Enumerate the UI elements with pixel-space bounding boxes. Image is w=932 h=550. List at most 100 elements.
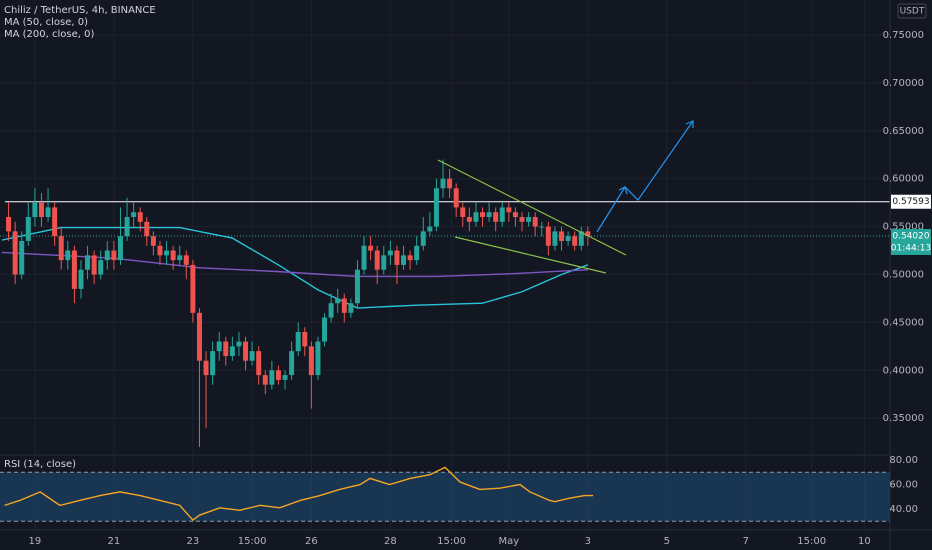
- last-price-box: [891, 228, 931, 255]
- candle-body: [12, 231, 18, 275]
- projection-arrow: [596, 120, 694, 233]
- candle-body: [381, 255, 387, 270]
- candle-body: [262, 375, 268, 385]
- candle-body: [196, 312, 202, 361]
- countdown: 01:44:13: [891, 243, 931, 253]
- x-tick-label: 15:00: [437, 536, 466, 547]
- x-tick-label: 3: [585, 536, 591, 547]
- candle-body: [164, 250, 170, 256]
- candle-body: [420, 231, 426, 246]
- x-tick-label: 10: [858, 536, 871, 547]
- candle-body: [91, 255, 97, 275]
- currency-box: [897, 3, 927, 19]
- candle-body: [78, 269, 84, 289]
- y-tick-label: 0.75000: [883, 30, 924, 41]
- candle-body: [466, 217, 472, 222]
- candle-body: [407, 255, 413, 261]
- y-tick-label: 0.50000: [883, 269, 924, 280]
- candle-body: [460, 207, 466, 218]
- candle-body: [117, 236, 123, 261]
- x-tick-label: May: [499, 536, 520, 547]
- chart-title: Chiliz / TetherUS, 4h, BINANCE: [4, 5, 156, 16]
- candle-body: [6, 217, 12, 232]
- x-tick-label: 28: [384, 536, 397, 547]
- candle-body: [335, 298, 341, 304]
- candle-body: [493, 212, 499, 222]
- candle-body: [328, 303, 334, 318]
- candle-body: [32, 202, 38, 218]
- candle-body: [499, 207, 505, 222]
- candle-body: [480, 212, 486, 218]
- moving-average: [1, 226, 589, 309]
- candle-body: [111, 250, 117, 261]
- candle-body: [519, 217, 525, 222]
- candle-body: [486, 212, 492, 218]
- candle-body: [387, 250, 393, 256]
- candle-body: [45, 207, 51, 218]
- y-tick-label: 0.40000: [883, 365, 924, 376]
- candle-body: [473, 212, 479, 222]
- candle-body: [282, 375, 288, 380]
- candle-body: [25, 217, 31, 241]
- candle-body: [322, 317, 328, 342]
- candle-body: [532, 217, 538, 227]
- candle-body: [354, 269, 360, 304]
- candle-body: [401, 255, 407, 265]
- currency: USDT: [900, 7, 925, 17]
- moving-average: [1, 251, 588, 278]
- candle-body: [315, 341, 321, 376]
- candle-body: [229, 346, 235, 356]
- triangle-lower: [454, 236, 607, 274]
- x-tick-label: 21: [108, 536, 121, 547]
- candle-body: [453, 188, 459, 208]
- candle-body: [223, 341, 229, 356]
- y-tick-label: 60.00: [889, 480, 918, 491]
- candle-body: [539, 226, 545, 228]
- x-tick-label: 23: [187, 536, 200, 547]
- candle-body: [124, 217, 130, 237]
- y-tick-label: 0.60000: [883, 174, 924, 185]
- candle-body: [38, 202, 44, 218]
- candle-body: [177, 255, 183, 261]
- candle-body: [414, 245, 420, 261]
- last-price-label: 0.54020: [892, 231, 929, 241]
- x-tick-label: 5: [664, 536, 670, 547]
- rsi-pane: [0, 459, 894, 522]
- candle-body: [361, 245, 367, 270]
- candle-body: [308, 346, 314, 376]
- candle-body: [137, 212, 143, 222]
- candle-body: [368, 245, 374, 251]
- y-tick-label: 0.45000: [883, 317, 924, 328]
- candle-body: [71, 250, 77, 289]
- candle-body: [52, 207, 58, 237]
- y-tick-label: 40.00: [889, 504, 918, 515]
- candle-body: [249, 351, 255, 361]
- candle-body: [506, 207, 512, 213]
- candle-body: [269, 370, 275, 385]
- candle-body: [183, 255, 189, 265]
- price-pane: [0, 159, 890, 447]
- candle-body: [440, 178, 446, 189]
- candle-body: [275, 370, 281, 380]
- candle-body: [552, 231, 558, 246]
- rsi-line: [4, 466, 594, 522]
- candle-body: [85, 255, 91, 270]
- level-label-box: [891, 194, 931, 209]
- x-tick-label: 7: [743, 536, 749, 547]
- rsi-band: [0, 472, 890, 522]
- candle-body: [302, 331, 308, 347]
- level-label: 0.57593: [892, 197, 929, 207]
- candle-body: [447, 178, 453, 189]
- x-tick-label: 15:00: [238, 536, 267, 547]
- candle-body: [512, 212, 518, 218]
- candle-body: [289, 351, 295, 376]
- candle-body: [394, 250, 400, 265]
- candle-body: [157, 245, 163, 256]
- candle-body: [131, 212, 137, 218]
- legend-entry: MA (50, close, 0): [4, 17, 88, 28]
- triangle-upper: [437, 159, 627, 256]
- candle-body: [565, 236, 571, 241]
- candle-body: [585, 231, 591, 236]
- candle-body: [203, 360, 209, 376]
